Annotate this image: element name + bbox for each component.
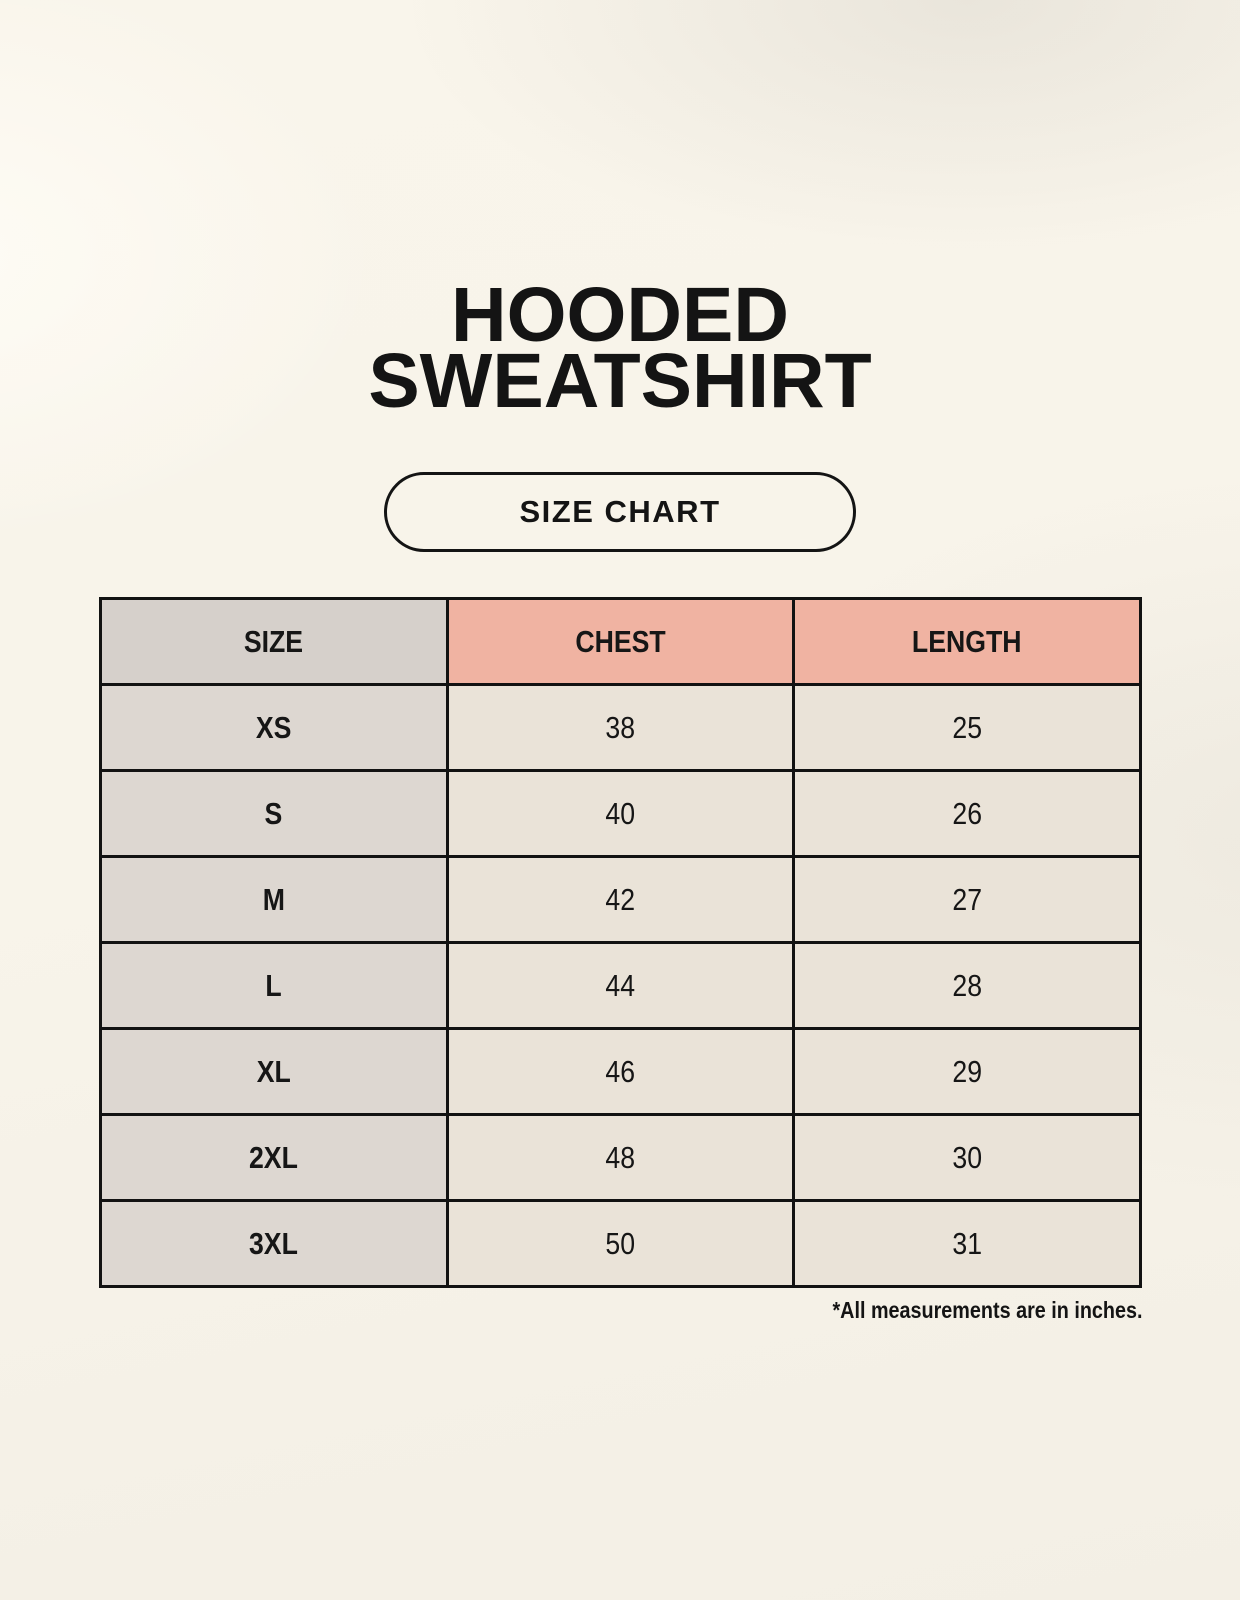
column-header-size: SIZE [99,597,449,686]
page-title-line-1: HOODED [451,272,789,358]
size-chart-table-header: SIZE CHEST LENGTH [99,597,1142,686]
length-value: 26 [952,795,982,831]
chest-value: 40 [605,795,636,831]
length-cell: 28 [792,941,1142,1030]
measurements-footnote-text: *All measurements are in inches. [831,1297,1142,1323]
chest-value: 46 [605,1053,636,1089]
column-header-length-label: LENGTH [912,623,1022,659]
size-cell: XL [99,1027,449,1116]
size-cell: M [99,855,449,944]
size-chart-table: SIZE CHEST LENGTH XS 38 25 S 40 26 M 42 … [99,597,1142,1288]
chest-cell: 48 [445,1113,796,1202]
size-cell: L [99,941,449,1030]
length-value: 25 [952,709,982,745]
size-value: L [265,967,282,1003]
length-cell: 29 [792,1027,1142,1116]
table-row: L 44 28 [99,941,1142,1030]
table-row: S 40 26 [99,769,1142,858]
chest-value: 48 [605,1139,636,1175]
table-row: XL 46 29 [99,1027,1142,1116]
length-value: 31 [952,1225,982,1261]
length-cell: 26 [792,769,1142,858]
table-row: 2XL 48 30 [99,1113,1142,1202]
measurements-footnote: *All measurements are in inches. [782,1297,1142,1324]
chest-cell: 50 [445,1199,796,1288]
length-value: 30 [952,1139,982,1175]
size-chart-table-body: XS 38 25 S 40 26 M 42 27 L 44 28 XL 46 [99,683,1142,1288]
chest-value: 44 [605,967,636,1003]
size-cell: 2XL [99,1113,449,1202]
chest-cell: 42 [445,855,796,944]
chest-cell: 44 [445,941,796,1030]
size-chart-button[interactable]: SIZE CHART [384,472,856,552]
page-title: HOODED SWEATSHIRT [0,272,1240,424]
chest-value: 50 [605,1225,636,1261]
size-value: XS [256,709,292,745]
column-header-size-label: SIZE [244,623,304,659]
table-row: XS 38 25 [99,683,1142,772]
table-row: M 42 27 [99,855,1142,944]
length-cell: 25 [792,683,1142,772]
chest-value: 42 [605,881,636,917]
length-value: 29 [952,1053,982,1089]
length-cell: 31 [792,1199,1142,1288]
page-title-line-2: SWEATSHIRT [368,338,872,424]
size-value: 2XL [249,1139,299,1175]
chest-cell: 46 [445,1027,796,1116]
size-cell: 3XL [99,1199,449,1288]
length-cell: 27 [792,855,1142,944]
column-header-length: LENGTH [792,597,1142,686]
table-row: 3XL 50 31 [99,1199,1142,1288]
size-value: XL [256,1053,291,1089]
length-value: 28 [952,967,982,1003]
length-cell: 30 [792,1113,1142,1202]
chest-cell: 40 [445,769,796,858]
table-header-row: SIZE CHEST LENGTH [99,597,1142,686]
size-value: S [264,795,283,831]
size-cell: S [99,769,449,858]
length-value: 27 [952,881,982,917]
column-header-chest: CHEST [445,597,796,686]
size-value: M [262,881,285,917]
size-value: 3XL [249,1225,299,1261]
column-header-chest-label: CHEST [575,623,666,659]
size-chart-button-label: SIZE CHART [519,494,721,529]
size-cell: XS [99,683,449,772]
chest-value: 38 [605,709,636,745]
chest-cell: 38 [445,683,796,772]
